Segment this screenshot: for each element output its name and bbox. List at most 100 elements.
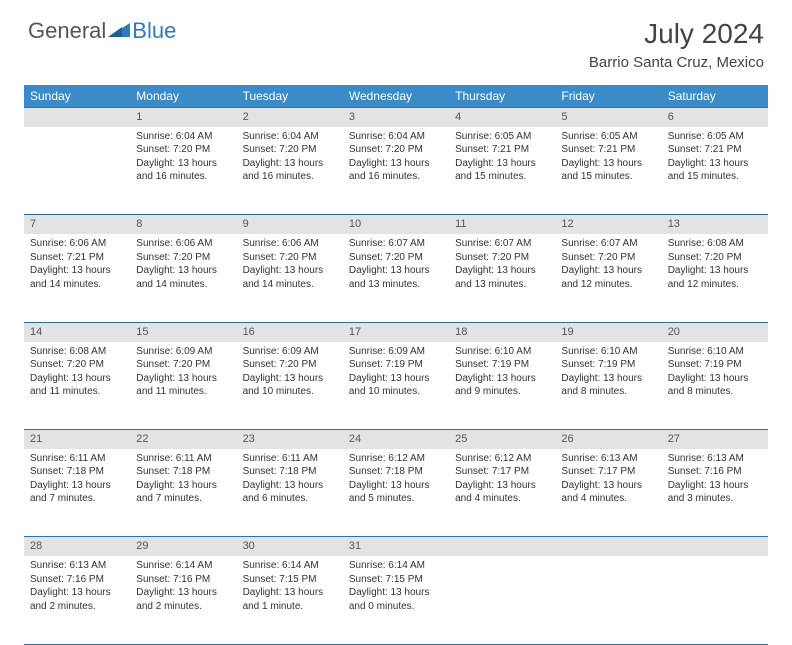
day-cell: Sunrise: 6:13 AMSunset: 7:16 PMDaylight:… bbox=[662, 449, 768, 537]
daylight-line: Daylight: 13 hours and 11 minutes. bbox=[30, 372, 124, 399]
sunset-line: Sunset: 7:21 PM bbox=[561, 143, 655, 157]
sunset-line: Sunset: 7:20 PM bbox=[349, 251, 443, 265]
sunrise-line: Sunrise: 6:08 AM bbox=[30, 345, 124, 359]
day-cell: Sunrise: 6:05 AMSunset: 7:21 PMDaylight:… bbox=[555, 127, 661, 215]
sunset-line: Sunset: 7:17 PM bbox=[455, 465, 549, 479]
sunrise-line: Sunrise: 6:13 AM bbox=[561, 452, 655, 466]
daylight-line: Daylight: 13 hours and 3 minutes. bbox=[668, 479, 762, 506]
month-title: July 2024 bbox=[589, 18, 764, 50]
day-number: 29 bbox=[130, 537, 236, 556]
day-number: 16 bbox=[237, 322, 343, 341]
day-number: 14 bbox=[24, 322, 130, 341]
sunrise-line: Sunrise: 6:05 AM bbox=[561, 130, 655, 144]
day-number-row: 21222324252627 bbox=[24, 430, 768, 449]
daylight-line: Daylight: 13 hours and 7 minutes. bbox=[136, 479, 230, 506]
calendar-table: Sunday Monday Tuesday Wednesday Thursday… bbox=[24, 85, 768, 645]
sunrise-line: Sunrise: 6:10 AM bbox=[455, 345, 549, 359]
sunset-line: Sunset: 7:18 PM bbox=[349, 465, 443, 479]
sunset-line: Sunset: 7:18 PM bbox=[243, 465, 337, 479]
day-cell: Sunrise: 6:11 AMSunset: 7:18 PMDaylight:… bbox=[24, 449, 130, 537]
day-cell: Sunrise: 6:07 AMSunset: 7:20 PMDaylight:… bbox=[449, 234, 555, 322]
sunrise-line: Sunrise: 6:06 AM bbox=[243, 237, 337, 251]
sunrise-line: Sunrise: 6:04 AM bbox=[349, 130, 443, 144]
day-number: 21 bbox=[24, 430, 130, 449]
day-cell: Sunrise: 6:07 AMSunset: 7:20 PMDaylight:… bbox=[555, 234, 661, 322]
daylight-line: Daylight: 13 hours and 11 minutes. bbox=[136, 372, 230, 399]
daylight-line: Daylight: 13 hours and 12 minutes. bbox=[561, 264, 655, 291]
sunset-line: Sunset: 7:20 PM bbox=[243, 143, 337, 157]
day-number: 28 bbox=[24, 537, 130, 556]
day-content-row: Sunrise: 6:11 AMSunset: 7:18 PMDaylight:… bbox=[24, 449, 768, 537]
day-number: 26 bbox=[555, 430, 661, 449]
sunrise-line: Sunrise: 6:09 AM bbox=[349, 345, 443, 359]
daylight-line: Daylight: 13 hours and 4 minutes. bbox=[561, 479, 655, 506]
sunrise-line: Sunrise: 6:09 AM bbox=[136, 345, 230, 359]
day-cell: Sunrise: 6:13 AMSunset: 7:17 PMDaylight:… bbox=[555, 449, 661, 537]
daylight-line: Daylight: 13 hours and 9 minutes. bbox=[455, 372, 549, 399]
daylight-line: Daylight: 13 hours and 8 minutes. bbox=[668, 372, 762, 399]
day-content-row: Sunrise: 6:04 AMSunset: 7:20 PMDaylight:… bbox=[24, 127, 768, 215]
sunrise-line: Sunrise: 6:08 AM bbox=[668, 237, 762, 251]
sunrise-line: Sunrise: 6:12 AM bbox=[349, 452, 443, 466]
day-number: 17 bbox=[343, 322, 449, 341]
daylight-line: Daylight: 13 hours and 5 minutes. bbox=[349, 479, 443, 506]
day-header: Friday bbox=[555, 85, 661, 108]
day-header: Sunday bbox=[24, 85, 130, 108]
day-number: 20 bbox=[662, 322, 768, 341]
day-cell: Sunrise: 6:14 AMSunset: 7:15 PMDaylight:… bbox=[237, 556, 343, 644]
daylight-line: Daylight: 13 hours and 15 minutes. bbox=[668, 157, 762, 184]
sunrise-line: Sunrise: 6:10 AM bbox=[668, 345, 762, 359]
sunrise-line: Sunrise: 6:04 AM bbox=[243, 130, 337, 144]
daylight-line: Daylight: 13 hours and 2 minutes. bbox=[136, 586, 230, 613]
day-cell: Sunrise: 6:04 AMSunset: 7:20 PMDaylight:… bbox=[237, 127, 343, 215]
day-number-row: 78910111213 bbox=[24, 215, 768, 234]
sunset-line: Sunset: 7:20 PM bbox=[243, 251, 337, 265]
daylight-line: Daylight: 13 hours and 10 minutes. bbox=[243, 372, 337, 399]
daylight-line: Daylight: 13 hours and 16 minutes. bbox=[243, 157, 337, 184]
day-cell bbox=[555, 556, 661, 644]
sunrise-line: Sunrise: 6:14 AM bbox=[136, 559, 230, 573]
day-cell: Sunrise: 6:05 AMSunset: 7:21 PMDaylight:… bbox=[449, 127, 555, 215]
day-cell bbox=[662, 556, 768, 644]
daylight-line: Daylight: 13 hours and 4 minutes. bbox=[455, 479, 549, 506]
daylight-line: Daylight: 13 hours and 12 minutes. bbox=[668, 264, 762, 291]
day-cell: Sunrise: 6:09 AMSunset: 7:19 PMDaylight:… bbox=[343, 342, 449, 430]
sunset-line: Sunset: 7:20 PM bbox=[668, 251, 762, 265]
daylight-line: Daylight: 13 hours and 10 minutes. bbox=[349, 372, 443, 399]
sunrise-line: Sunrise: 6:11 AM bbox=[243, 452, 337, 466]
day-cell: Sunrise: 6:05 AMSunset: 7:21 PMDaylight:… bbox=[662, 127, 768, 215]
day-number: 11 bbox=[449, 215, 555, 234]
day-cell: Sunrise: 6:12 AMSunset: 7:18 PMDaylight:… bbox=[343, 449, 449, 537]
sunset-line: Sunset: 7:20 PM bbox=[455, 251, 549, 265]
day-cell: Sunrise: 6:09 AMSunset: 7:20 PMDaylight:… bbox=[130, 342, 236, 430]
sunset-line: Sunset: 7:19 PM bbox=[668, 358, 762, 372]
sunset-line: Sunset: 7:16 PM bbox=[668, 465, 762, 479]
sunrise-line: Sunrise: 6:10 AM bbox=[561, 345, 655, 359]
day-cell: Sunrise: 6:06 AMSunset: 7:20 PMDaylight:… bbox=[130, 234, 236, 322]
day-cell: Sunrise: 6:08 AMSunset: 7:20 PMDaylight:… bbox=[662, 234, 768, 322]
day-cell: Sunrise: 6:08 AMSunset: 7:20 PMDaylight:… bbox=[24, 342, 130, 430]
daylight-line: Daylight: 13 hours and 15 minutes. bbox=[455, 157, 549, 184]
day-header: Tuesday bbox=[237, 85, 343, 108]
sunset-line: Sunset: 7:17 PM bbox=[561, 465, 655, 479]
sunset-line: Sunset: 7:20 PM bbox=[136, 358, 230, 372]
day-cell: Sunrise: 6:11 AMSunset: 7:18 PMDaylight:… bbox=[130, 449, 236, 537]
day-number: 22 bbox=[130, 430, 236, 449]
sunrise-line: Sunrise: 6:06 AM bbox=[30, 237, 124, 251]
day-number: 2 bbox=[237, 108, 343, 127]
day-number: 5 bbox=[555, 108, 661, 127]
day-number: 25 bbox=[449, 430, 555, 449]
daylight-line: Daylight: 13 hours and 7 minutes. bbox=[30, 479, 124, 506]
daylight-line: Daylight: 13 hours and 16 minutes. bbox=[136, 157, 230, 184]
sunset-line: Sunset: 7:21 PM bbox=[668, 143, 762, 157]
day-number: 4 bbox=[449, 108, 555, 127]
sunset-line: Sunset: 7:20 PM bbox=[136, 251, 230, 265]
sunrise-line: Sunrise: 6:11 AM bbox=[136, 452, 230, 466]
sunset-line: Sunset: 7:20 PM bbox=[30, 358, 124, 372]
day-content-row: Sunrise: 6:08 AMSunset: 7:20 PMDaylight:… bbox=[24, 342, 768, 430]
day-header: Monday bbox=[130, 85, 236, 108]
day-number-row: 14151617181920 bbox=[24, 322, 768, 341]
sunrise-line: Sunrise: 6:04 AM bbox=[136, 130, 230, 144]
daylight-line: Daylight: 13 hours and 2 minutes. bbox=[30, 586, 124, 613]
day-header: Thursday bbox=[449, 85, 555, 108]
